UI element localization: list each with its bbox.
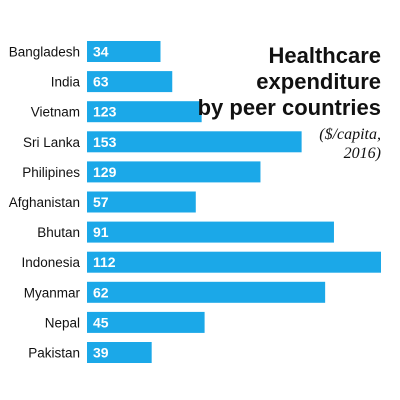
category-label-philipines: Philipines	[22, 165, 80, 180]
value-label-bhutan: 91	[93, 224, 109, 240]
title-line: Healthcare	[268, 43, 381, 68]
category-label-myanmar: Myanmar	[24, 285, 81, 300]
value-label-philipines: 129	[93, 164, 117, 180]
category-label-bhutan: Bhutan	[37, 225, 80, 240]
category-labels: Bangladesh India Vietnam Sri Lanka Philipine…	[9, 45, 81, 361]
value-label-sri-lanka: 153	[93, 134, 117, 150]
bar-indonesia	[87, 251, 381, 273]
bar-vietnam	[87, 101, 202, 123]
title-line: by peer countries	[198, 95, 381, 120]
category-label-pakistan: Pakistan	[28, 346, 80, 361]
category-label-india: India	[51, 75, 81, 90]
bar-philipines	[87, 161, 261, 183]
value-label-afghanistan: 57	[93, 194, 109, 210]
bar-nepal	[87, 311, 205, 333]
category-label-nepal: Nepal	[45, 315, 80, 330]
category-label-sri-lanka: Sri Lanka	[23, 135, 81, 150]
subtitle-line: 2016)	[344, 145, 381, 162]
category-label-vietnam: Vietnam	[31, 105, 80, 120]
bar-afghanistan	[87, 191, 196, 213]
bar-sri-lanka	[87, 131, 302, 153]
value-label-bangladesh: 34	[93, 44, 109, 60]
subtitle-line: ($/capita,	[319, 126, 381, 143]
value-label-indonesia: 112	[93, 254, 116, 270]
bar-bangladesh	[87, 41, 161, 62]
category-label-afghanistan: Afghanistan	[9, 195, 80, 210]
value-label-myanmar: 62	[93, 284, 109, 300]
bar-india	[87, 71, 173, 93]
chart-subtitle: ($/capita, 2016)	[319, 126, 381, 162]
value-label-vietnam: 123	[93, 104, 117, 120]
value-label-nepal: 45	[93, 314, 109, 330]
bar-pakistan	[87, 342, 152, 363]
bars	[87, 41, 381, 363]
value-label-india: 63	[93, 74, 109, 90]
value-label-pakistan: 39	[93, 345, 109, 361]
category-label-indonesia: Indonesia	[21, 255, 80, 270]
value-labels: 34 63 123 153 129 57 91 112 62 45 39	[93, 44, 117, 361]
title-line: expenditure	[256, 69, 381, 94]
bar-myanmar	[87, 281, 326, 303]
bar-bhutan	[87, 221, 334, 243]
category-label-bangladesh: Bangladesh	[9, 45, 80, 60]
